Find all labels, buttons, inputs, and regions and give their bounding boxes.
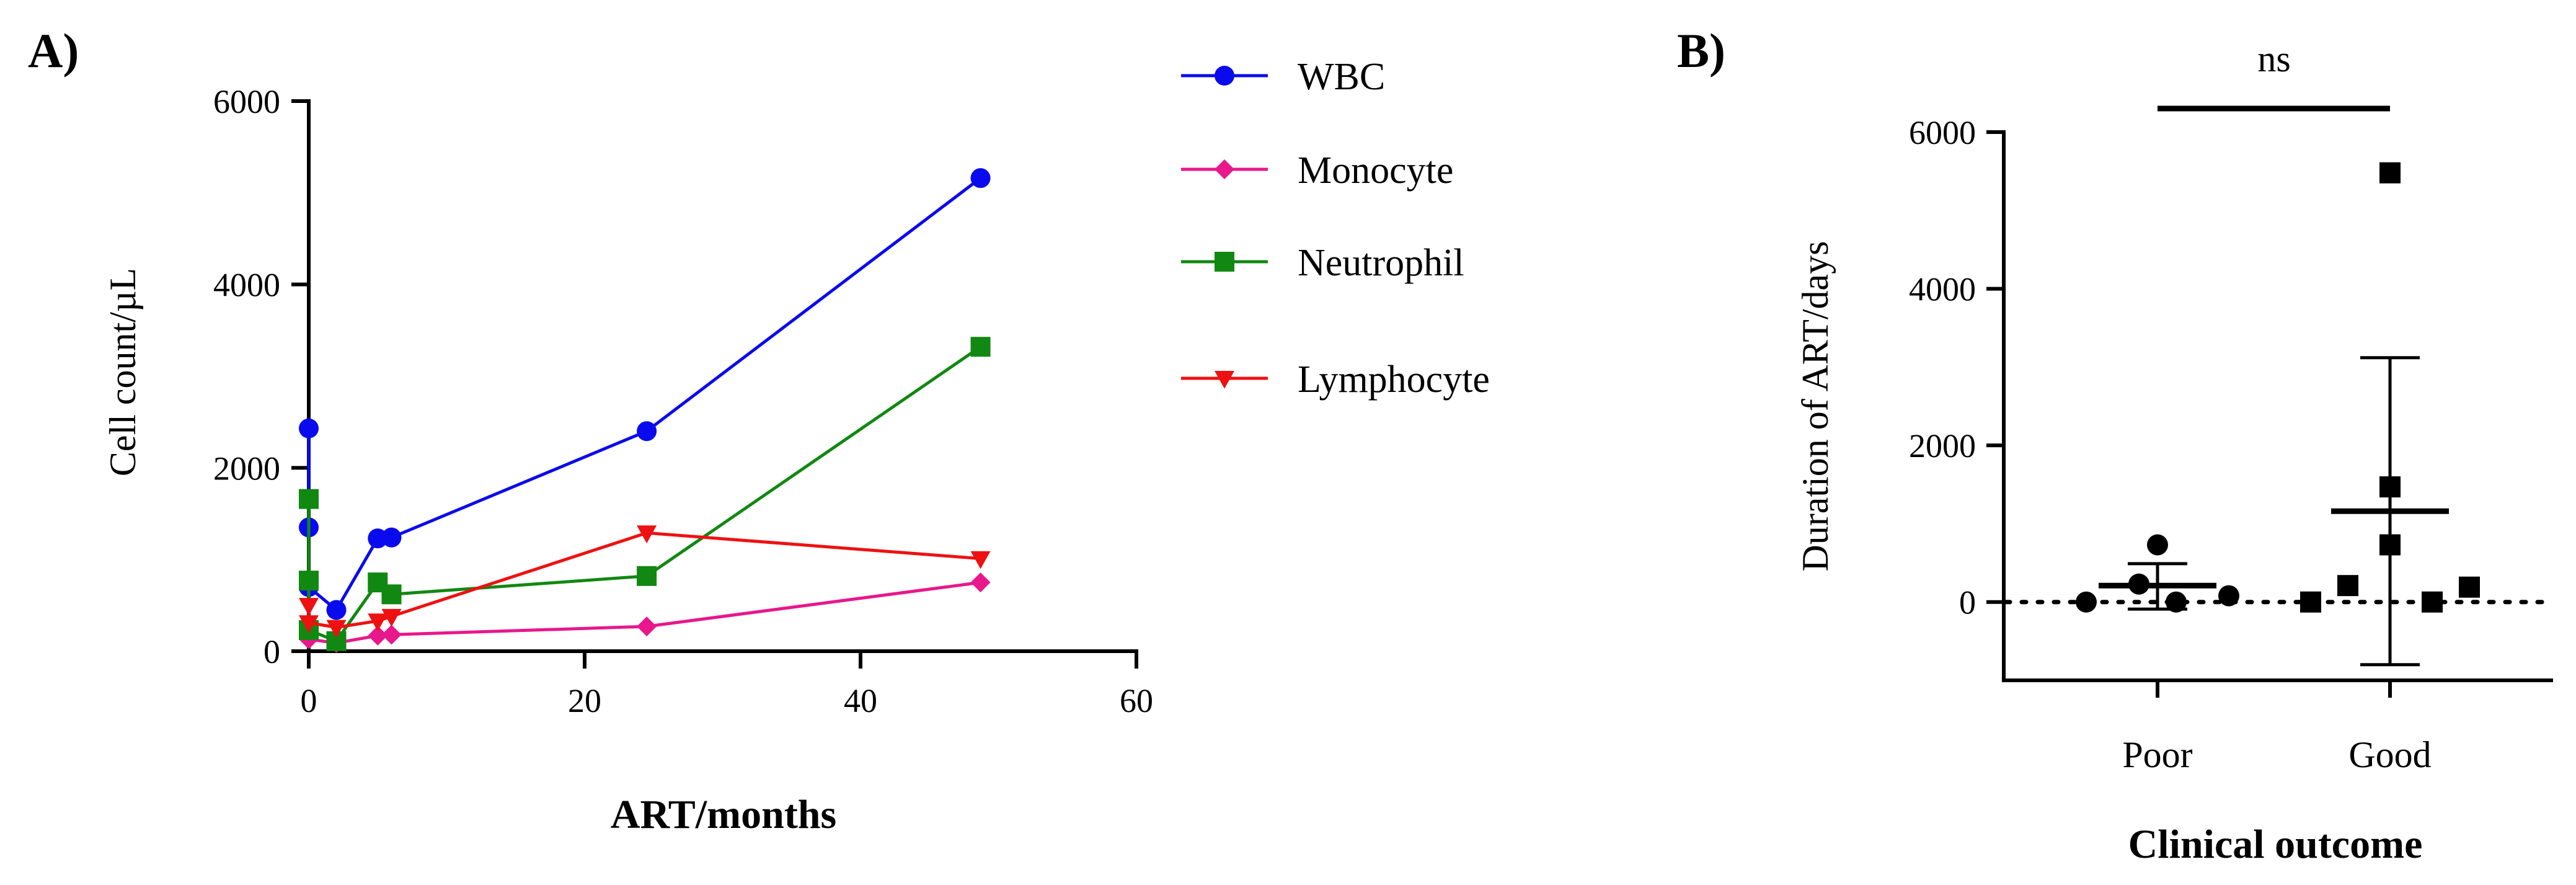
- legend-wbc-marker: [1215, 66, 1234, 86]
- neutrophil-point: [299, 489, 319, 509]
- good-point: [2337, 575, 2358, 597]
- legend-lymphocyte-label: Lymphocyte: [1298, 358, 1490, 401]
- wbc-point: [326, 600, 347, 620]
- panel-a-y-ticks: 0 2000 4000 6000: [213, 83, 309, 670]
- y-tick-label: 4000: [1909, 271, 1976, 308]
- x-tick-label: Poor: [2122, 734, 2192, 775]
- panel-b-groups: [2076, 162, 2480, 667]
- good-point: [2300, 591, 2321, 613]
- poor-point: [2147, 534, 2168, 556]
- wbc-point: [381, 527, 402, 548]
- x-tick-label: 20: [568, 682, 601, 719]
- lymphocyte-point: [368, 613, 388, 632]
- monocyte-point: [381, 625, 402, 645]
- lymphocyte-point: [299, 598, 319, 616]
- y-tick-label: 0: [1959, 584, 1976, 621]
- y-tick-label: 6000: [213, 83, 280, 120]
- significance-label: ns: [2257, 38, 2290, 79]
- x-tick-label: 40: [844, 682, 877, 719]
- monocyte-point: [970, 572, 991, 593]
- x-tick-label: Good: [2348, 734, 2431, 775]
- lymphocyte-point: [970, 551, 991, 569]
- x-tick-label: 60: [1120, 682, 1153, 719]
- lymphocyte-point: [326, 620, 347, 638]
- panel-a-label: A): [28, 24, 79, 78]
- good-point: [2379, 162, 2401, 184]
- monocyte-point: [368, 625, 388, 646]
- wbc-line: [307, 177, 982, 613]
- y-tick-label: 2000: [1909, 427, 1976, 465]
- y-tick-label: 0: [263, 633, 280, 670]
- legend-neutrophil-marker: [1215, 252, 1234, 272]
- wbc-point: [970, 168, 991, 189]
- panel-a-series: [299, 168, 991, 653]
- monocyte-point: [637, 616, 657, 637]
- wbc-point: [637, 421, 657, 442]
- panel-a-x-label: ART/months: [611, 792, 836, 837]
- panel-b-x-label: Clinical outcome: [2128, 822, 2423, 867]
- good-point: [2422, 591, 2443, 613]
- legend-lymphocyte-marker: [1215, 371, 1234, 389]
- legend-monocyte-marker: [1215, 159, 1234, 179]
- y-tick-label: 4000: [213, 267, 280, 304]
- y-tick-label: 6000: [1909, 114, 1976, 151]
- lymphocyte-point: [381, 608, 402, 627]
- neutrophil-point: [970, 337, 991, 357]
- panel-a-legend: WBC Monocyte Neutrophil Lymphocyte: [1181, 56, 1490, 401]
- poor-point: [2218, 585, 2239, 607]
- poor-point: [2166, 591, 2187, 613]
- panel-b-significance: ns: [2158, 38, 2390, 112]
- poor-point: [2076, 591, 2097, 613]
- x-tick-label: 0: [301, 682, 317, 719]
- neutrophil-point: [637, 566, 657, 586]
- panel-a-x-ticks: 0 20 40 60: [301, 651, 1153, 719]
- lymphocyte-point: [637, 525, 657, 544]
- panel-a: A) 0 2000 4000 6000 0 20 40 60 ART/months Cell…: [28, 24, 1490, 837]
- panel-b-y-label: Duration of ART/days: [1795, 241, 1836, 572]
- neutrophil-point: [299, 571, 319, 591]
- lymphocyte-point: [299, 615, 319, 633]
- legend-monocyte-label: Monocyte: [1298, 149, 1453, 192]
- panel-b: B) 0 2000 4000 6000 Poor Good Clinical outco…: [1677, 24, 2556, 867]
- panel-b-y-ticks: 0 2000 4000 6000: [1909, 114, 2004, 621]
- legend-neutrophil-label: Neutrophil: [1298, 242, 1464, 284]
- legend-wbc-label: WBC: [1298, 56, 1385, 98]
- panel-b-label: B): [1677, 24, 1725, 78]
- neutrophil-point: [381, 584, 402, 605]
- panel-a-y-label: Cell count/µL: [102, 268, 143, 476]
- good-point: [2459, 576, 2480, 598]
- y-tick-label: 2000: [213, 450, 280, 487]
- panel-b-x-ticks: Poor Good: [2122, 680, 2432, 775]
- wbc-point: [299, 418, 319, 438]
